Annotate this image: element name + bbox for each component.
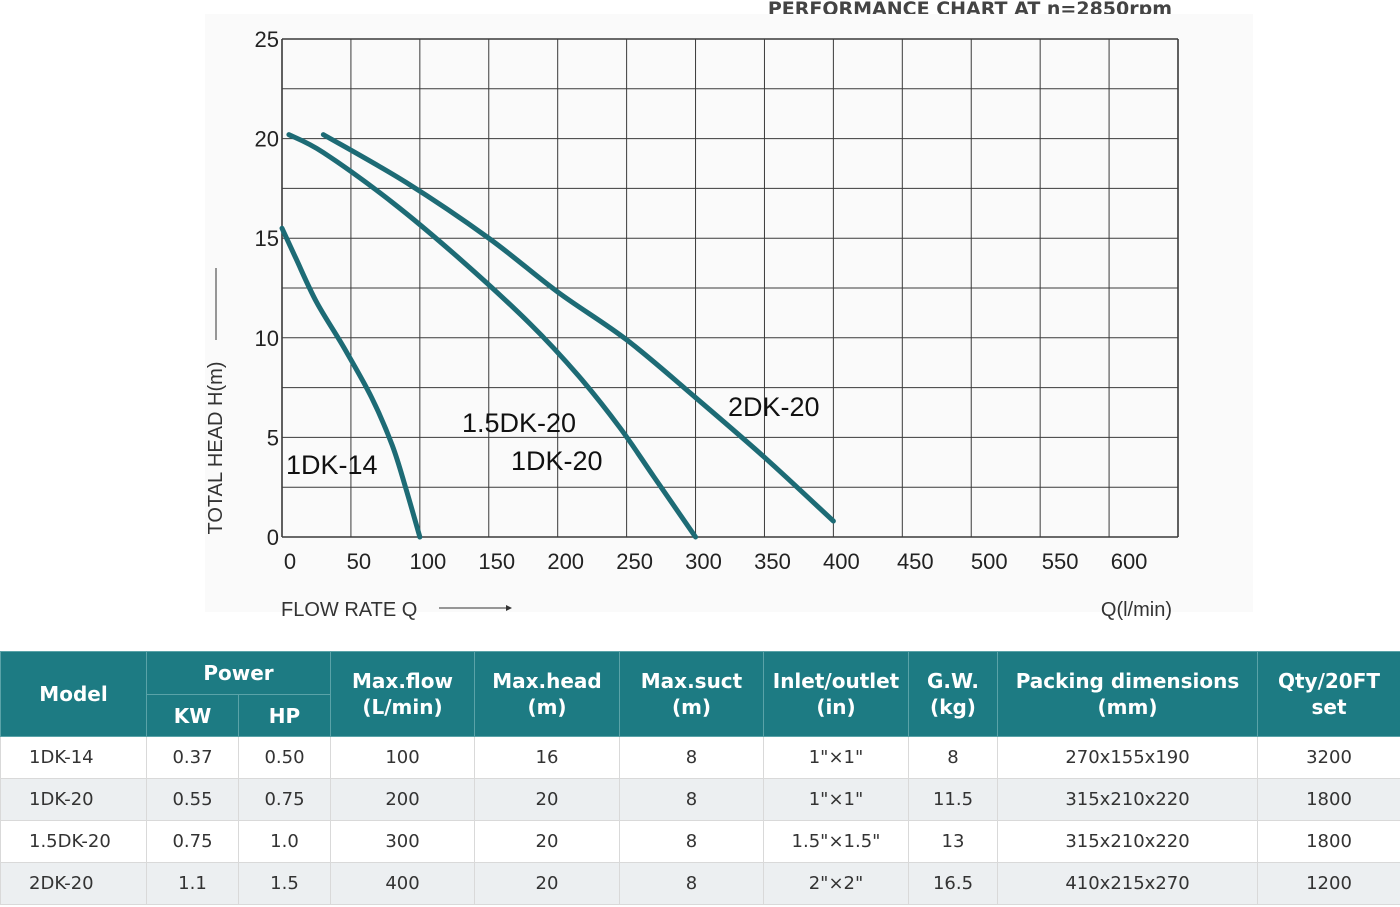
table-cell: 0.75	[146, 820, 239, 863]
header-model: Model	[0, 651, 147, 737]
x-axis-unit: Q(l/min)	[1101, 599, 1172, 621]
y-tick-label: 25	[255, 27, 279, 52]
x-tick-label: 300	[685, 549, 722, 574]
table-cell: 270x155x190	[997, 736, 1258, 779]
curve-1dk-14	[279, 225, 423, 540]
x-tick-label: 50	[347, 549, 371, 574]
table-cell: 2"×2"	[763, 862, 909, 905]
table-cell: 1DK-14	[0, 736, 147, 779]
table-cell: 8	[619, 862, 764, 905]
curve-labels: 1DK-14 1.5DK-20 1DK-20 2DK-20	[286, 392, 820, 480]
table-cell: 300	[330, 820, 475, 863]
table-cell: 11.5	[908, 778, 998, 821]
curve-label-2dk-20: 2DK-20	[728, 392, 820, 422]
x-tick-label: 450	[897, 549, 934, 574]
table-cell: 1.0	[238, 820, 331, 863]
header-inlet-outlet: Inlet/outlet (in)	[763, 651, 909, 737]
header-qty: Qty/20FT set	[1257, 651, 1400, 737]
table-cell: 16	[474, 736, 620, 779]
table-cell: 16.5	[908, 862, 998, 905]
table-cell: 20	[474, 778, 620, 821]
x-tick-label: 200	[547, 549, 584, 574]
header-power: Power	[146, 651, 331, 695]
x-tick-label: 0	[284, 549, 296, 574]
table-cell: 1.5"×1.5"	[763, 820, 909, 863]
table-cell: 1"×1"	[763, 778, 909, 821]
table-cell: 0.75	[238, 778, 331, 821]
table-cell: 13	[908, 820, 998, 863]
curve-label-1dk-14: 1DK-14	[286, 450, 378, 480]
table-cell: 1"×1"	[763, 736, 909, 779]
performance-chart: 0 5 10 15 20 25 0 50 100 150 200 250 300 350 400 450 50…	[205, 14, 1253, 621]
table-cell: 1200	[1257, 862, 1400, 905]
header-kw: KW	[146, 694, 239, 737]
table-cell: 8	[619, 736, 764, 779]
table-cell: 1.5DK-20	[0, 820, 147, 863]
curve-2dk-20	[320, 132, 836, 524]
header-gw: G.W. (kg)	[908, 651, 998, 737]
table-row: 1DK-14 0.37 0.50 100 16 8 1"×1" 8 270x155x190 320…	[0, 736, 1400, 779]
spec-table: Model Power Max.flow (L/min) Max.head (m) …	[0, 651, 1400, 905]
x-tick-label: 150	[478, 549, 515, 574]
table-cell: 3200	[1257, 736, 1400, 779]
table-row: 2DK-20 1.1 1.5 400 20 8 2"×2" 16.5 410x215x270 12…	[0, 862, 1400, 905]
table-cell: 0.37	[146, 736, 239, 779]
table-cell: 1DK-20	[0, 778, 147, 821]
y-axis-label: TOTAL HEAD H(m)	[205, 362, 227, 535]
header-hp: HP	[238, 694, 331, 737]
curve-label-1dk-20: 1DK-20	[511, 446, 603, 476]
table-cell: 0.55	[146, 778, 239, 821]
y-tick-label: 5	[267, 425, 279, 450]
table-cell: 1800	[1257, 778, 1400, 821]
x-tick-label: 600	[1111, 549, 1148, 574]
table-cell: 20	[474, 862, 620, 905]
table-cell: 200	[330, 778, 475, 821]
table-cell: 410x215x270	[997, 862, 1258, 905]
table-cell: 315x210x220	[997, 778, 1258, 821]
table-cell: 400	[330, 862, 475, 905]
y-tick-label: 15	[255, 226, 279, 251]
table-row: 1DK-20 0.55 0.75 200 20 8 1"×1" 11.5 315x210x220…	[0, 778, 1400, 821]
x-tick-labels: 0 50 100 150 200 250 300 350 400 450 500 550 600	[284, 549, 1148, 574]
chart-background	[205, 14, 1253, 612]
table-cell: 1.1	[146, 862, 239, 905]
curve-1-5dk-20	[286, 132, 699, 540]
y-tick-label: 20	[255, 127, 279, 152]
table-row: 1.5DK-20 0.75 1.0 300 20 8 1.5"×1.5" 13 315x210x…	[0, 820, 1400, 863]
table-cell: 2DK-20	[0, 862, 147, 905]
table-cell: 8	[619, 820, 764, 863]
y-tick-label: 10	[255, 326, 279, 351]
table-cell: 20	[474, 820, 620, 863]
header-max-flow: Max.flow (L/min)	[330, 651, 475, 737]
header-max-head: Max.head (m)	[474, 651, 620, 737]
x-tick-label: 500	[971, 549, 1008, 574]
y-tick-label: 0	[267, 525, 279, 550]
x-axis-arrowhead	[506, 605, 512, 611]
x-tick-label: 400	[823, 549, 860, 574]
table-cell: 0.50	[238, 736, 331, 779]
y-tick-labels: 0 5 10 15 20 25	[255, 27, 279, 550]
curve-label-1-5dk-20: 1.5DK-20	[462, 408, 576, 438]
chart-curves	[279, 132, 836, 540]
x-tick-label: 250	[616, 549, 653, 574]
header-max-suct: Max.suct (m)	[619, 651, 764, 737]
table-cell: 100	[330, 736, 475, 779]
x-tick-label: 550	[1042, 549, 1079, 574]
x-tick-label: 350	[754, 549, 791, 574]
table-cell: 315x210x220	[997, 820, 1258, 863]
x-tick-label: 100	[409, 549, 446, 574]
table-cell: 1800	[1257, 820, 1400, 863]
table-cell: 8	[619, 778, 764, 821]
header-packing: Packing dimensions (mm)	[997, 651, 1258, 737]
table-cell: 8	[908, 736, 998, 779]
x-axis-label: FLOW RATE Q	[281, 599, 417, 621]
table-cell: 1.5	[238, 862, 331, 905]
